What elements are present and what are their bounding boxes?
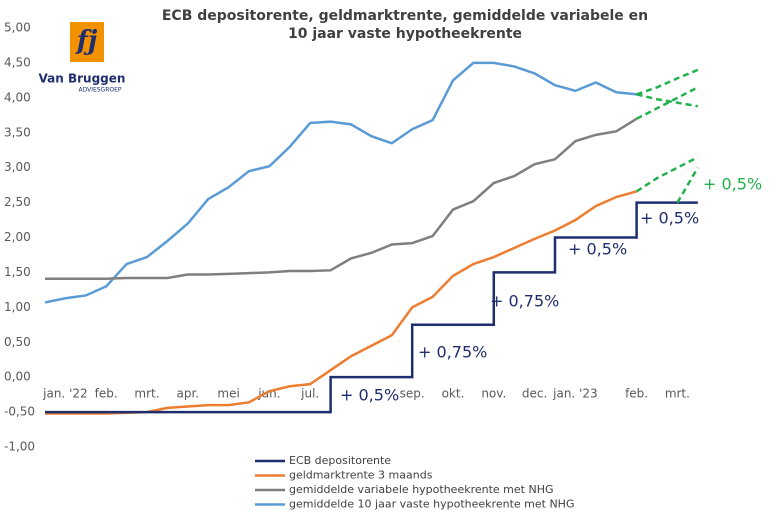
projection-line xyxy=(676,167,699,204)
legend-label: gemiddelde 10 jaar vaste hypotheekrente … xyxy=(289,498,574,511)
legend-label: gemiddelde variabele hypotheekrente met … xyxy=(289,483,554,496)
annotation: + 0,5% xyxy=(640,209,699,228)
x-tick-label: nov. xyxy=(481,387,506,401)
logo-sub: ADVIESGROEP xyxy=(78,87,121,94)
series-line xyxy=(45,117,638,280)
annotation: + 0,5% xyxy=(703,175,762,194)
legend-label: geldmarktrente 3 maands xyxy=(289,469,433,482)
logo-mark: fj xyxy=(75,26,98,56)
legend-label: ECB depositorente xyxy=(289,454,391,467)
series-line xyxy=(44,61,637,304)
x-tick-label: feb. xyxy=(625,387,648,401)
y-tick-label: 3,00 xyxy=(4,160,31,174)
annotation: + 0,75% xyxy=(418,343,487,362)
x-tick-label: mrt. xyxy=(134,387,159,401)
x-tick-label: mei xyxy=(217,387,239,401)
x-tick-label: feb. xyxy=(95,387,118,401)
projection-line xyxy=(636,93,699,108)
y-tick-label: 4,50 xyxy=(4,55,31,69)
x-tick-label: jul. xyxy=(300,387,319,401)
y-tick-label: 2,00 xyxy=(4,230,31,244)
x-tick-label: jan. '23 xyxy=(552,387,598,401)
annotation: + 0,5% xyxy=(340,386,399,405)
y-tick-label: 5,00 xyxy=(4,21,31,35)
y-tick-label: 1,50 xyxy=(4,265,31,279)
projection-line xyxy=(636,68,699,96)
y-tick-label: -0,50 xyxy=(4,405,35,419)
x-tick-label: jan. '22 xyxy=(42,387,88,401)
series-line xyxy=(45,201,698,414)
y-tick-label: 1,00 xyxy=(4,300,31,314)
x-tick-label: sep. xyxy=(400,387,425,401)
y-tick-label: -1,00 xyxy=(4,440,35,454)
logo-name: Van Bruggen xyxy=(39,72,126,86)
y-tick-label: 0,50 xyxy=(4,335,31,349)
annotation: + 0,5% xyxy=(568,240,627,259)
x-tick-label: apr. xyxy=(176,387,199,401)
chart-title: 10 jaar vaste hypotheekrente xyxy=(288,26,522,42)
x-tick-label: okt. xyxy=(442,387,465,401)
logo: fj Van Bruggen ADVIESGROEP xyxy=(39,22,126,94)
y-tick-label: 2,50 xyxy=(4,195,31,209)
annotation: + 0,75% xyxy=(490,292,559,311)
y-tick-label: 3,50 xyxy=(4,125,31,139)
x-tick-label: mrt. xyxy=(665,387,690,401)
projection-line xyxy=(636,86,699,120)
logo-box xyxy=(70,22,104,62)
y-tick-label: 4,00 xyxy=(4,90,31,104)
y-tick-label: 0,00 xyxy=(4,370,31,384)
chart-title: ECB depositorente, geldmarktrente, gemid… xyxy=(162,8,648,24)
projection-line xyxy=(635,156,699,193)
x-tick-label: dec. xyxy=(522,387,547,401)
